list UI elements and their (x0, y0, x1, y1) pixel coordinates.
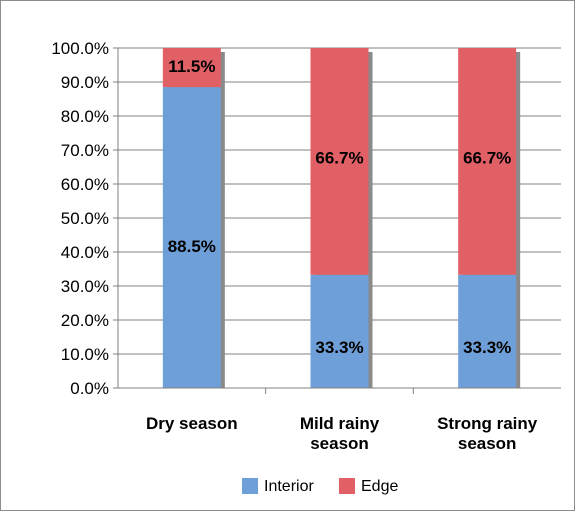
axes: 0.0% 10.0% 20.0% 30.0% 40.0% 50.0% 60.0% 70.0% 8… (51, 39, 561, 453)
legend: Interior Edge (242, 478, 398, 495)
legend-label: Interior (264, 478, 314, 495)
y-tick-label: 30.0% (61, 277, 109, 296)
y-tick-label: 60.0% (61, 175, 109, 194)
category-label: Strong rainy season (437, 414, 538, 453)
bar-segment-interior (310, 274, 369, 388)
data-label: 66.7% (315, 149, 363, 168)
bars (162, 48, 521, 388)
category-label: Mild rainy season (300, 414, 380, 453)
bar-segment-edge (458, 48, 517, 275)
legend-swatch (242, 478, 258, 494)
y-tick-label: 90.0% (61, 73, 109, 92)
legend-swatch (339, 478, 355, 494)
y-tick-label: 80.0% (61, 107, 109, 126)
data-labels: 88.5% 11.5% 33.3% 66.7% 33.3% 66.7% (168, 57, 512, 357)
y-tick-label: 20.0% (61, 311, 109, 330)
bar-segment-interior (458, 274, 517, 388)
y-tick-label: 0.0% (70, 379, 109, 398)
legend-label: Edge (361, 478, 398, 495)
data-label: 33.3% (463, 338, 511, 357)
y-tick-label: 70.0% (61, 141, 109, 160)
data-label: 66.7% (463, 149, 511, 168)
y-tick-label: 100.0% (51, 39, 109, 58)
bar-segment-edge (162, 48, 221, 88)
data-label: 88.5% (168, 237, 216, 256)
y-tick-label: 10.0% (61, 345, 109, 364)
y-tick-label: 50.0% (61, 209, 109, 228)
data-label: 33.3% (315, 338, 363, 357)
bar-segment-edge (310, 48, 369, 275)
y-tick-label: 40.0% (61, 243, 109, 262)
data-label: 11.5% (168, 57, 215, 76)
legend-item-edge: Edge (339, 478, 398, 495)
bar-segment-interior (162, 87, 221, 388)
legend-item-interior: Interior (242, 478, 314, 495)
category-label: Dry season (146, 414, 238, 433)
